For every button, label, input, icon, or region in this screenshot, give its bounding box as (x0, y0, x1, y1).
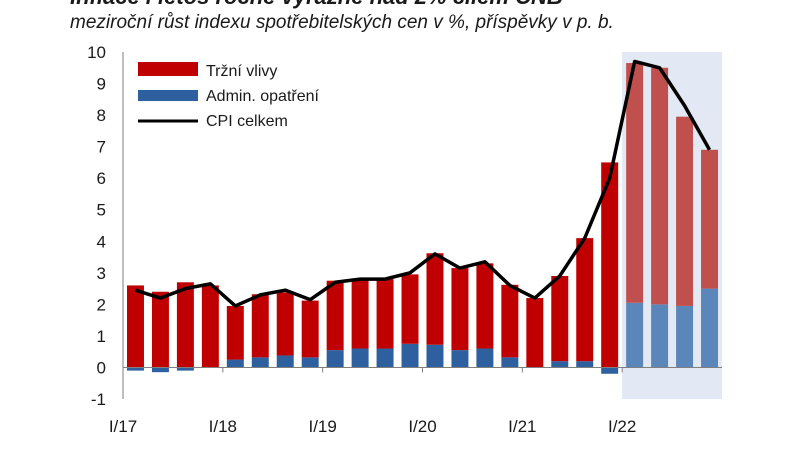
bar-market (351, 279, 369, 349)
bar-market (376, 279, 394, 349)
legend-label-admin: Admin. opatření (206, 88, 320, 105)
bar-admin (651, 304, 669, 368)
bar-admin (476, 348, 494, 368)
bar-market (201, 285, 219, 368)
bar-market (701, 149, 719, 289)
bar-market (551, 275, 569, 362)
legend-label-cpi: CPI celkem (206, 113, 288, 130)
bar-market (226, 305, 244, 360)
bar-admin (276, 355, 294, 368)
x-tick-label: I/18 (209, 417, 237, 436)
chart-title: Inflace i letos ročně výrazně nad 2% cíl… (70, 0, 563, 10)
bar-market (526, 298, 544, 368)
legend-swatch-admin (138, 90, 198, 101)
bar-admin (151, 367, 169, 373)
y-tick-label: 0 (97, 358, 106, 377)
bar-market (301, 300, 319, 358)
y-tick-label: -1 (91, 390, 106, 409)
bar-market (276, 292, 294, 356)
bar-market (676, 116, 694, 306)
bar-market (601, 162, 619, 368)
bar-admin (676, 305, 694, 368)
legend: Tržní vlivy Admin. opatření CPI celkem (138, 62, 320, 130)
y-tick-label: 8 (97, 106, 106, 125)
bar-market (401, 274, 419, 344)
bar-admin (551, 361, 569, 368)
chart-subtitle: meziroční růst indexu spotřebitelských c… (70, 12, 614, 33)
y-tick-label: 6 (97, 169, 106, 188)
x-tick-label: I/17 (109, 417, 137, 436)
bar-admin (501, 357, 519, 368)
bar-admin (126, 367, 144, 371)
bar-admin (376, 348, 394, 368)
y-tick-label: 4 (97, 232, 106, 251)
x-tick-label: I/20 (408, 417, 436, 436)
bar-market (426, 253, 444, 345)
legend-swatch-market (138, 62, 198, 76)
bar-market (251, 294, 269, 358)
bar-admin (351, 348, 369, 368)
y-tick-label: 2 (97, 295, 106, 314)
y-tick-label: 9 (97, 75, 106, 94)
bar-market (501, 284, 519, 358)
bar-market (626, 63, 644, 303)
bar-admin (626, 302, 644, 368)
bar-admin (701, 288, 719, 368)
bar-admin (426, 344, 444, 368)
bar-market (176, 282, 194, 368)
bar-admin (401, 343, 419, 368)
bar-market (151, 291, 169, 368)
bar-admin (251, 357, 269, 368)
bar-admin (451, 350, 469, 368)
bar-market (651, 67, 669, 305)
y-tick-label: 10 (87, 43, 106, 62)
x-tick-label: I/21 (508, 417, 536, 436)
x-tick-label: I/19 (308, 417, 336, 436)
bar-admin (176, 367, 194, 371)
bar-admin (326, 350, 344, 368)
legend-label-market: Tržní vlivy (206, 63, 277, 80)
bar-market (451, 268, 469, 351)
bar-market (126, 285, 144, 368)
bar-admin (576, 361, 594, 368)
y-tick-label: 5 (97, 201, 106, 220)
y-tick-label: 1 (97, 327, 106, 346)
bar-admin (301, 357, 319, 368)
x-tick-label: I/22 (608, 417, 636, 436)
bar-market (326, 280, 344, 351)
cpi-line (134, 59, 712, 308)
y-tick-label: 7 (97, 138, 106, 157)
y-tick-label: 3 (97, 264, 106, 283)
bar-market (576, 238, 594, 362)
bar-admin (601, 367, 619, 374)
bar-market (476, 263, 494, 349)
bar-admin (226, 359, 244, 368)
